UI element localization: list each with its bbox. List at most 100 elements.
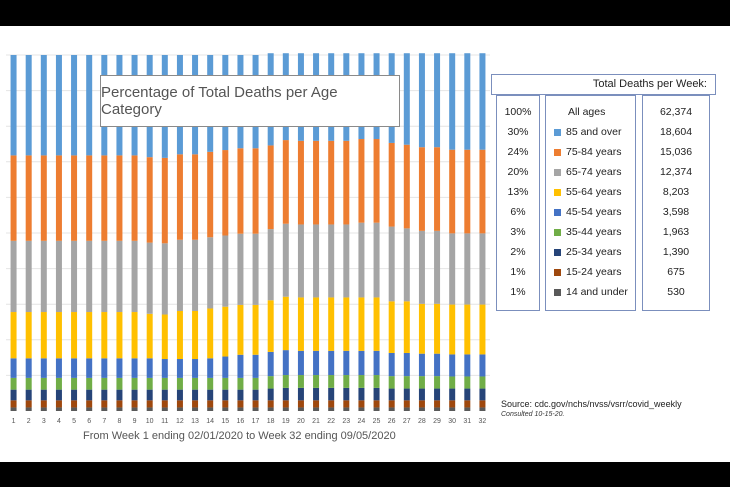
bar-segment-week-9-series-2 <box>131 389 138 401</box>
x-tick-label: 10 <box>146 418 154 425</box>
x-tick-label: 5 <box>72 418 76 425</box>
bar-segment-week-30-series-3 <box>449 376 456 389</box>
x-tick-label: 14 <box>206 418 214 425</box>
bar-segment-week-31-series-8 <box>464 53 471 150</box>
legend-count-1: 18,604 <box>659 126 693 138</box>
bar-segment-week-1-series-4 <box>10 358 17 378</box>
bar-segment-week-12-series-5 <box>176 310 183 360</box>
bar-segment-week-12-series-3 <box>176 377 183 390</box>
x-tick-label: 31 <box>463 418 471 425</box>
legend-label-9: 14 and under <box>566 286 628 298</box>
x-tick-label: 19 <box>282 418 290 425</box>
bar-segment-week-28-series-5 <box>418 303 425 354</box>
bar-segment-week-23-series-6 <box>343 224 350 298</box>
bar-segment-week-32-series-2 <box>479 388 486 401</box>
bar-segment-week-23-series-0 <box>343 407 350 411</box>
bar-segment-week-10-series-3 <box>146 377 153 390</box>
bar-segment-week-13-series-7 <box>192 154 199 240</box>
x-tick-label: 29 <box>433 418 441 425</box>
bar-segment-week-27-series-2 <box>403 388 410 401</box>
bar-segment-week-21-series-0 <box>313 407 320 411</box>
x-tick-label: 12 <box>176 418 184 425</box>
x-tick-label: 16 <box>237 418 245 425</box>
legend-swatch-icon <box>554 268 561 276</box>
bar-segment-week-15-series-7 <box>222 150 229 236</box>
bar-segment-week-18-series-4 <box>267 351 274 377</box>
bar-segment-week-31-series-7 <box>464 149 471 234</box>
bar-segment-week-6-series-6 <box>86 240 93 313</box>
bar-segment-week-22-series-5 <box>328 297 335 351</box>
bar-segment-week-10-series-7 <box>146 157 153 243</box>
bar-segment-week-12-series-6 <box>176 239 183 311</box>
x-axis-caption: From Week 1 ending 02/01/2020 to Week 32… <box>83 430 396 442</box>
bar-segment-week-29-series-1 <box>434 400 441 408</box>
bar-segment-week-9-series-4 <box>131 358 138 378</box>
bar-segment-week-18-series-7 <box>267 145 274 230</box>
bar-segment-week-10-series-0 <box>146 407 153 411</box>
bar-segment-week-1-series-2 <box>10 389 17 401</box>
bar-segment-week-20-series-1 <box>297 400 304 408</box>
bar-segment-week-5-series-2 <box>71 389 78 401</box>
bar-segment-week-21-series-3 <box>313 375 320 388</box>
x-tick-label: 23 <box>342 418 350 425</box>
bar-segment-week-21-series-5 <box>313 297 320 351</box>
x-tick-label: 9 <box>133 418 137 425</box>
bar-segment-week-24-series-4 <box>358 350 365 376</box>
bar-segment-week-31-series-2 <box>464 388 471 401</box>
bar-segment-week-16-series-0 <box>237 407 244 411</box>
legend-pct-0: 100% <box>504 106 532 118</box>
bar-segment-week-25-series-3 <box>373 375 380 388</box>
bar-segment-week-25-series-1 <box>373 400 380 408</box>
bar-segment-week-10-series-2 <box>146 389 153 401</box>
bar-segment-week-27-series-1 <box>403 400 410 408</box>
legend-count-0: 62,374 <box>659 106 693 118</box>
chart-title: Percentage of Total Deaths per Age Categ… <box>100 75 400 127</box>
legend-count-column: 62,374 18,604 15,036 12,374 8,203 3,598 … <box>642 95 710 311</box>
bar-segment-week-26-series-1 <box>388 400 395 408</box>
legend-label-1: 85 and over <box>566 126 622 138</box>
bar-segment-week-3-series-8 <box>40 55 47 156</box>
bar-segment-week-5-series-1 <box>71 400 78 408</box>
bar-segment-week-19-series-4 <box>282 350 289 376</box>
bar-segment-week-25-series-6 <box>373 222 380 298</box>
bar-segment-week-17-series-6 <box>252 233 259 305</box>
legend-item-75-84: 75-84 years <box>554 142 636 162</box>
bar-segment-week-12-series-7 <box>176 154 183 240</box>
bar-segment-week-18-series-3 <box>267 376 274 389</box>
stacked-bar-chart: 1 2 3 4 5 6 7 8 9 10 11 12 13 14 15 16 17 18 19 20 21 22 23 24 2… <box>6 53 490 425</box>
bar-segment-week-31-series-6 <box>464 233 471 305</box>
source-note: Source: cdc.gov/nchs/nvss/vsrr/covid_wee… <box>501 399 682 409</box>
legend-item-45-54: 45-54 years <box>554 202 636 222</box>
bar-segment-week-4-series-5 <box>55 312 62 359</box>
bar-segment-week-10-series-4 <box>146 358 153 378</box>
legend-header: Total Deaths per Week: <box>491 74 716 95</box>
consulted-note: Consulted 10-15-20. <box>501 411 565 418</box>
bar-segment-week-7-series-2 <box>101 389 108 401</box>
legend-count-3: 12,374 <box>659 166 693 178</box>
bar-segment-week-3-series-4 <box>40 358 47 378</box>
bar-segment-week-29-series-4 <box>434 353 441 377</box>
bar-segment-week-25-series-2 <box>373 387 380 401</box>
bar-segment-week-13-series-0 <box>192 407 199 411</box>
bar-segment-week-4-series-6 <box>55 240 62 313</box>
bar-segment-week-5-series-4 <box>71 358 78 378</box>
bar-segment-week-17-series-0 <box>252 407 259 411</box>
bar-segment-week-9-series-1 <box>131 400 138 408</box>
bar-segment-week-4-series-7 <box>55 155 62 241</box>
bar-segment-week-7-series-3 <box>101 377 108 390</box>
bar-segment-week-1-series-3 <box>10 377 17 390</box>
bar-segment-week-15-series-4 <box>222 356 229 378</box>
chart-slide: 1 2 3 4 5 6 7 8 9 10 11 12 13 14 15 16 17 18 19 20 21 22 23 24 2… <box>0 26 730 462</box>
x-tick-label: 32 <box>479 418 487 425</box>
bar-segment-week-20-series-0 <box>297 407 304 411</box>
bar-segment-week-28-series-6 <box>418 230 425 304</box>
legend-count-6: 1,963 <box>662 226 690 238</box>
bar-segment-week-2-series-8 <box>25 55 32 156</box>
bar-segment-week-15-series-1 <box>222 400 229 408</box>
bar-segment-week-16-series-6 <box>237 233 244 305</box>
bar-segment-week-11-series-7 <box>161 157 168 244</box>
bar-segment-week-22-series-6 <box>328 224 335 298</box>
bar-segment-week-9-series-6 <box>131 240 138 313</box>
bar-segment-week-24-series-6 <box>358 222 365 298</box>
bar-segment-week-2-series-5 <box>25 312 32 359</box>
